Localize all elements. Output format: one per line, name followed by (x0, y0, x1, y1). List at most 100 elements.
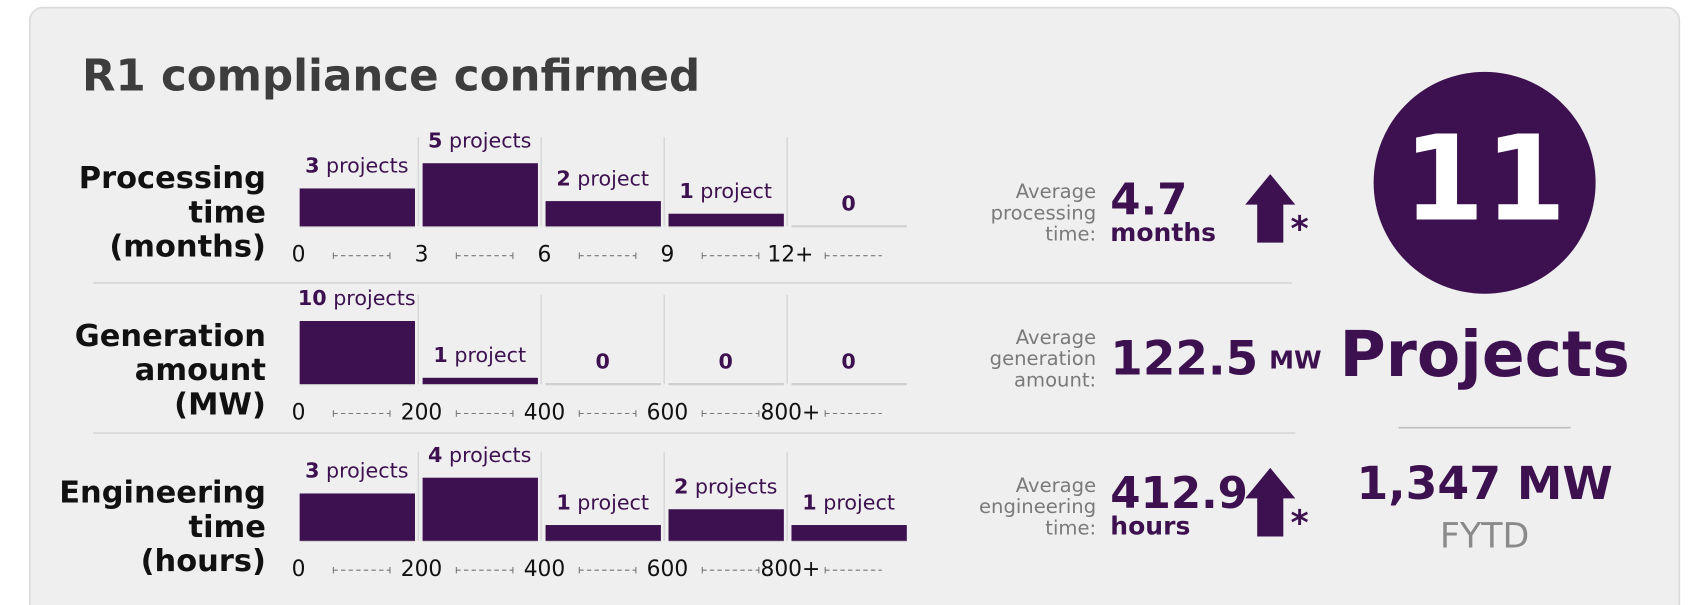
bar (668, 213, 784, 227)
row-label: time (189, 510, 266, 545)
value-number: 4 (428, 443, 442, 467)
value-unit: projects (442, 443, 531, 467)
average-label: Average (1016, 180, 1096, 203)
row-label: Processing (79, 161, 266, 196)
average-number: 122.5 (1110, 332, 1258, 386)
title: R1 compliance confirmed (82, 51, 700, 101)
trend-note: * (1291, 210, 1309, 250)
value-label: 4 projects (428, 443, 531, 467)
average-value: 4.7 (1110, 175, 1187, 225)
x-tick-label: 800+ (761, 400, 821, 425)
value-number: 1 (802, 490, 816, 514)
count-label: Projects (1339, 317, 1629, 391)
value-label: 1 project (433, 343, 526, 367)
bar (422, 163, 538, 227)
total-mw: 1,347 MW (1356, 457, 1612, 510)
average-label: generation (990, 347, 1096, 370)
bar (422, 377, 538, 385)
value-unit: projects (442, 128, 531, 152)
value-label: 10 projects (298, 286, 416, 310)
row-label: (months) (109, 230, 266, 265)
value-unit: projects (319, 154, 408, 178)
value-label: 5 projects (428, 128, 531, 152)
value-number: 0 (841, 192, 855, 216)
value-number: 1 (433, 343, 447, 367)
value-unit: project (694, 179, 772, 203)
x-tick-label: 800+ (761, 557, 821, 582)
project-count: 11 (1403, 110, 1567, 247)
average-label: time: (1045, 223, 1096, 246)
value-label: 0 (718, 349, 732, 373)
x-tick-label: 3 (415, 243, 429, 268)
value-label: 0 (841, 349, 855, 373)
row-label: Engineering (59, 476, 266, 511)
value-number: 1 (556, 490, 570, 514)
x-tick-label: 200 (401, 400, 443, 425)
average-unit: months (1110, 218, 1216, 247)
average-value: 412.9 (1110, 469, 1248, 519)
x-tick-label: 600 (647, 557, 689, 582)
value-unit: project (571, 490, 649, 514)
value-unit: projects (327, 286, 416, 310)
value-label: 2 project (556, 166, 649, 190)
average-label: processing (991, 201, 1097, 224)
value-number: 0 (718, 349, 732, 373)
value-number: 5 (428, 128, 442, 152)
count-circle (1373, 71, 1596, 294)
value-label: 2 projects (674, 474, 777, 498)
value-unit: project (571, 166, 649, 190)
average-unit: hours (1110, 512, 1190, 541)
trend-arrow (1245, 174, 1296, 243)
bar (299, 493, 415, 541)
average-label: time: (1045, 516, 1096, 539)
value-number: 2 (674, 474, 688, 498)
bar (299, 188, 415, 227)
x-tick-label: 400 (524, 557, 566, 582)
x-tick-label: 0 (292, 400, 306, 425)
value-label: 3 projects (305, 154, 408, 178)
row-label: time (189, 195, 266, 230)
x-tick-label: 6 (538, 243, 552, 268)
row-label: amount (135, 353, 266, 388)
value-number: 3 (305, 459, 319, 483)
bar (299, 320, 415, 385)
value-label: 1 project (556, 490, 649, 514)
value-unit: project (448, 343, 526, 367)
average-label: Average (1016, 326, 1096, 349)
value-unit: project (817, 490, 895, 514)
value-number: 0 (595, 349, 609, 373)
row-label: (MW) (174, 387, 266, 422)
x-tick-label: 600 (647, 400, 689, 425)
average-label: Average (1016, 474, 1096, 497)
average-unit: MW (1269, 345, 1322, 374)
average-label: engineering (979, 495, 1096, 518)
value-label: 0 (841, 192, 855, 216)
value-unit: projects (319, 459, 408, 483)
value-number: 1 (679, 179, 693, 203)
row-label: Generation (75, 319, 266, 354)
bar (545, 525, 661, 541)
value-label: 3 projects (305, 459, 408, 483)
panel (28, 6, 1681, 605)
average-label: amount: (1014, 368, 1096, 391)
bar (791, 525, 907, 541)
value-label: 1 project (802, 490, 895, 514)
bar (545, 201, 661, 227)
value-label: 0 (595, 349, 609, 373)
trend-arrow (1245, 467, 1296, 537)
period: FYTD (1440, 517, 1529, 557)
bar (422, 477, 538, 541)
x-tick-label: 0 (292, 557, 306, 582)
bar (668, 509, 784, 541)
trend-note: * (1291, 503, 1309, 543)
x-tick-label: 200 (401, 557, 443, 582)
value-number: 3 (305, 154, 319, 178)
average-value: 122.5 MW (1110, 332, 1321, 386)
value-label: 1 project (679, 179, 772, 203)
row-label: (hours) (141, 544, 266, 579)
value-number: 0 (841, 349, 855, 373)
x-tick-label: 0 (292, 243, 306, 268)
value-number: 10 (298, 286, 327, 310)
